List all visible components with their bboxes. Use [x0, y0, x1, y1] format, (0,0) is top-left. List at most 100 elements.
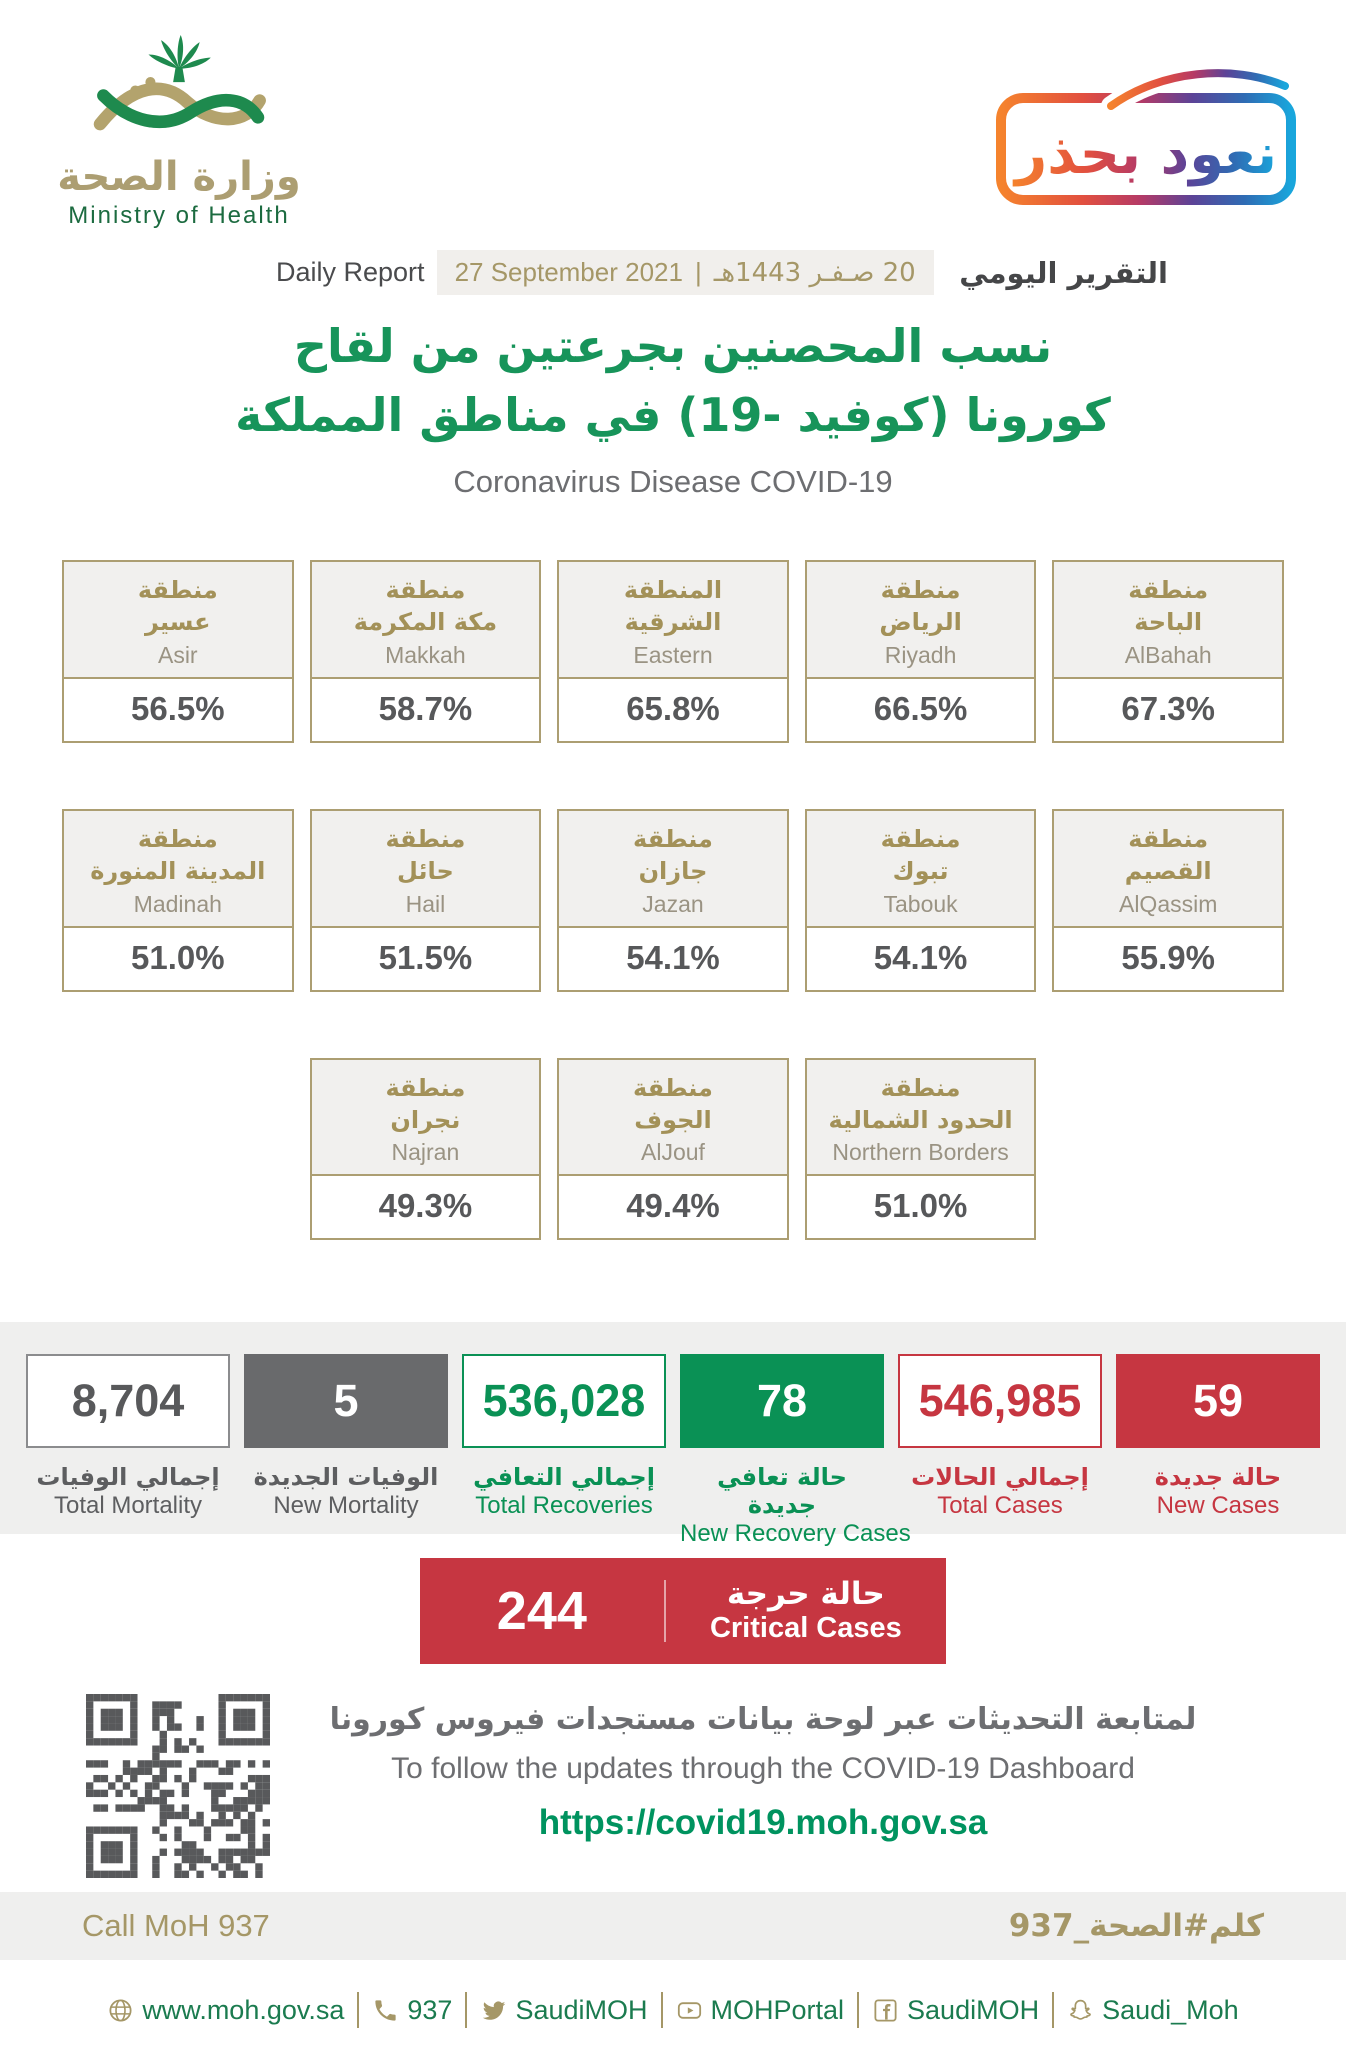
footer-website-link[interactable]: www.moh.gov.sa [107, 1995, 344, 2026]
region-card-najran: منطقة نجران Najran 49.3% [309, 1057, 542, 1241]
moh-logo: وزارة الصحة Ministry of Health [56, 30, 302, 230]
region-vaccination-rate: 54.1% [559, 927, 787, 990]
region-card-riyadh: منطقة الرياض Riyadh 66.5% [804, 560, 1037, 743]
stat-label-arabic: الوفيات الجديدة [253, 1463, 439, 1491]
region-name-english: Madinah [133, 890, 222, 917]
region-vaccination-rate: 58.7% [311, 678, 540, 741]
stat-total-cases: 546,985 إجمالي الحالات Total Cases [898, 1354, 1102, 1548]
call-moh-english: Call MoH 937 [82, 1908, 270, 1943]
moh-name-english: Ministry of Health [68, 202, 290, 229]
footer-twitter-link[interactable]: SaudiMOH [480, 1995, 648, 2026]
region-card-albahah: منطقة الباحة AlBahah 67.3% [1052, 560, 1284, 743]
region-card-makkah: منطقة مكة المكرمة Makkah 58.7% [309, 560, 542, 743]
region-name-english: Najran [391, 1139, 460, 1166]
region-card-header: منطقة الحدود الشمالية Northern Borders [806, 1059, 1035, 1177]
critical-cases-label-english: Critical Cases [709, 1612, 902, 1645]
daily-report-label-arabic: التقرير اليومي [959, 255, 1168, 290]
region-card-header: منطقة القصيم AlQassim [1054, 810, 1282, 928]
region-vaccination-rate: 51.0% [806, 1176, 1035, 1239]
region-name-arabic: المنطقة الشرقية [623, 576, 723, 637]
stat-label-arabic: حالة تعافي جديدة [717, 1463, 847, 1519]
region-card-eastern: المنطقة الشرقية Eastern 65.8% [557, 560, 789, 743]
region-vaccination-rate: 49.3% [311, 1176, 540, 1239]
stat-value: 8,704 [26, 1354, 230, 1448]
critical-cases-labels: حالة حرجة Critical Cases [666, 1575, 946, 1646]
dashboard-note-arabic: لمتابعة التحديثات عبر لوحة بيانات مستجدا… [329, 1702, 1197, 1737]
region-name-english: AlQassim [1118, 890, 1218, 917]
footer-separator [660, 1992, 663, 2028]
region-card-header: منطقة الرياض Riyadh [806, 562, 1035, 679]
region-name-arabic: منطقة الحدود الشمالية [828, 1073, 1013, 1134]
region-card-northern-borders: منطقة الحدود الشمالية Northern Borders 51… [804, 1057, 1037, 1241]
region-card-header: منطقة تبوك Tabouk [806, 810, 1035, 928]
footer-snapchat-link[interactable]: Saudi_Moh [1067, 1995, 1239, 2026]
dashboard-section: لمتابعة التحديثات عبر لوحة بيانات مستجدا… [0, 1690, 1346, 1885]
region-card-jazan: منطقة جازان Jazan 54.1% [557, 808, 789, 992]
region-vaccination-rate: 54.1% [806, 927, 1035, 990]
region-name-english: Asir [157, 641, 198, 668]
stat-value: 546,985 [898, 1354, 1102, 1448]
report-header-row: Daily Report 27 September 2021 | 20 صـفـ… [276, 250, 1168, 295]
phone-icon [375, 1999, 397, 2021]
call-moh-hashtag-arabic: كلم#الصحة_937 [1008, 1908, 1264, 1944]
twitter-icon [483, 2000, 506, 2020]
region-name-arabic: منطقة الجوف [633, 1073, 713, 1134]
dashboard-text-block: لمتابعة التحديثات عبر لوحة بيانات مستجدا… [300, 1702, 1226, 1843]
region-grid-row1: منطقة عسير Asir 56.5% منطقة مكة المكرمة Ma… [62, 560, 1284, 743]
region-card-tabouk: منطقة تبوك Tabouk 54.1% [804, 808, 1037, 992]
region-card-header: منطقة عسير Asir [64, 562, 292, 679]
region-card-hail: منطقة حائل Hail 51.5% [309, 808, 542, 992]
critical-cases-label-arabic: حالة حرجة [726, 1575, 885, 1612]
region-card-asir: منطقة عسير Asir 56.5% [62, 560, 294, 743]
stat-new-mortality: 5 الوفيات الجديدة New Mortality [244, 1354, 448, 1548]
region-name-arabic: منطقة الباحة [1128, 576, 1209, 637]
region-name-english: AlJouf [641, 1139, 705, 1166]
report-date-separator: | [694, 257, 702, 287]
region-name-arabic: منطقة عسير [137, 576, 218, 637]
stat-label-arabic: إجمالي الوفيات [36, 1463, 220, 1491]
snapchat-icon [1070, 1999, 1091, 2020]
region-name-arabic: منطقة القصيم [1124, 824, 1212, 886]
stat-label-arabic: حالة جديدة [1154, 1463, 1282, 1491]
stat-total-mortality: 8,704 إجمالي الوفيات Total Mortality [26, 1354, 230, 1548]
covid-stats-row: 8,704 إجمالي الوفيات Total Mortality 5 ا… [0, 1322, 1346, 1548]
region-card-header: منطقة نجران Najran [311, 1059, 540, 1177]
report-date-gregorian: 27 September 2021 [454, 257, 683, 287]
region-name-english: Eastern [633, 641, 713, 668]
region-name-english: Northern Borders [832, 1139, 1009, 1166]
region-vaccination-rate: 55.9% [1054, 927, 1282, 990]
moh-name-arabic: وزارة الصحة [57, 154, 301, 200]
region-card-header: منطقة الجوف AlJouf [559, 1059, 787, 1177]
region-card-header: منطقة المدينة المنورة Madinah [64, 810, 292, 928]
critical-cases-value: 244 [496, 1581, 587, 1641]
region-grid-row2: منطقة المدينة المنورة Madinah 51.0% منطقة… [62, 808, 1284, 992]
stat-value: 536,028 [462, 1354, 666, 1448]
dashboard-note-english: To follow the updates through the COVID-… [391, 1752, 1135, 1785]
stat-label-english: New Cases [1156, 1492, 1280, 1519]
region-vaccination-rate: 51.5% [311, 927, 540, 990]
page-title-english: Coronavirus Disease COVID-19 [453, 464, 893, 499]
region-name-arabic: منطقة جازان [633, 824, 713, 886]
moh-palm-swords-icon [56, 30, 302, 156]
footer-facebook-link[interactable]: SaudiMOH [872, 1995, 1039, 2026]
region-card-madinah: منطقة المدينة المنورة Madinah 51.0% [62, 808, 294, 992]
footer-separator [465, 1992, 468, 2028]
footer-youtube-link[interactable]: MOHPortal [676, 1995, 844, 2026]
report-date-box: 27 September 2021 | 20 صـفـر 1443هـ [436, 250, 934, 295]
youtube-icon [677, 2001, 701, 2019]
campaign-text-arabic: نعود بحذر [1012, 122, 1277, 187]
critical-cases-banner: 244 حالة حرجة Critical Cases [420, 1558, 946, 1664]
stat-label-english: Total Cases [937, 1492, 1063, 1519]
region-name-english: Hail [405, 890, 446, 917]
return-with-caution-logo: نعود بحذر [990, 58, 1302, 210]
region-name-english: AlBahah [1124, 641, 1212, 668]
qr-code[interactable] [86, 1694, 270, 1878]
region-name-arabic: منطقة مكة المكرمة [353, 576, 498, 637]
report-date-hijri: 20 صـفـر 1443هـ [713, 257, 916, 288]
daily-report-label: Daily Report [276, 257, 425, 287]
region-name-arabic: منطقة تبوك [880, 824, 961, 886]
stat-label-arabic: إجمالي التعافي [473, 1463, 655, 1491]
covid-stats-band: 8,704 إجمالي الوفيات Total Mortality 5 ا… [0, 1322, 1346, 1547]
footer-phone-link[interactable]: 937 [372, 1995, 452, 2026]
dashboard-url-link[interactable]: https://covid19.moh.gov.sa [538, 1803, 988, 1842]
